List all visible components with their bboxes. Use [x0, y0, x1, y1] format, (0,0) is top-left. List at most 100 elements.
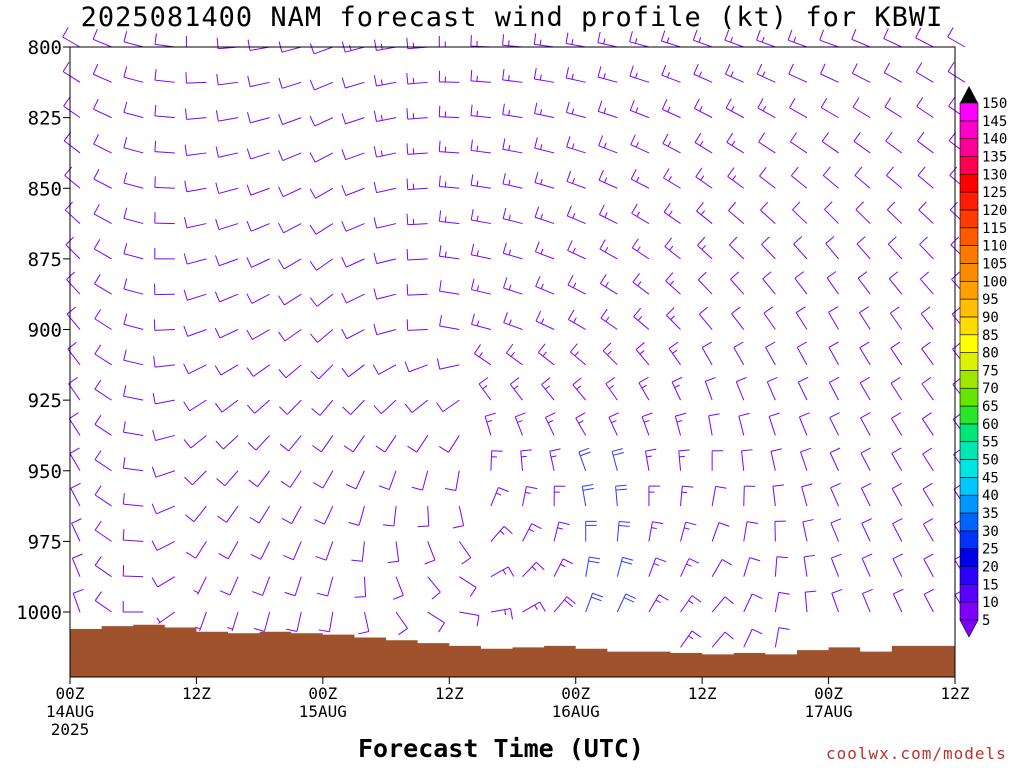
wind-barb	[502, 242, 523, 260]
wind-barb	[341, 292, 365, 304]
wind-barb	[312, 435, 334, 453]
colorbar-label: 50	[982, 453, 999, 469]
wind-barb	[217, 505, 239, 523]
wind-barb	[692, 29, 713, 48]
wind-barb	[696, 202, 713, 224]
wind-barb	[566, 170, 586, 189]
wind-barb	[246, 257, 270, 268]
wind-barb	[852, 97, 871, 119]
wind-barb	[680, 558, 700, 577]
wind-barb	[184, 144, 207, 157]
x-tick-label: 12Z	[435, 684, 464, 703]
wind-barb	[341, 256, 365, 268]
wind-barb	[286, 611, 302, 633]
wind-barb	[534, 102, 555, 119]
colorbar-swatch	[959, 191, 979, 211]
wind-barb	[373, 110, 397, 123]
wind-barb	[66, 271, 81, 295]
wind-barb	[215, 399, 239, 413]
wind-barb	[309, 152, 334, 163]
wind-barb	[697, 271, 713, 295]
wind-barb	[246, 399, 270, 414]
wind-barb	[70, 482, 81, 507]
colorbar-label: 115	[982, 221, 1007, 237]
colorbar-label: 15	[982, 577, 999, 593]
wind-barb	[490, 450, 503, 471]
wind-barb	[537, 343, 555, 366]
wind-barb	[154, 176, 175, 189]
wind-barb	[635, 342, 650, 366]
wind-barb	[921, 377, 934, 401]
wind-barb	[341, 113, 365, 125]
wind-barb	[947, 62, 966, 83]
wind-barb	[92, 63, 112, 83]
wind-barb	[246, 364, 270, 377]
wind-barb	[392, 576, 404, 600]
wind-barb	[404, 399, 428, 414]
wind-barb	[214, 291, 239, 303]
wind-barb	[711, 596, 734, 613]
wind-barb	[93, 239, 112, 260]
wind-barb	[922, 518, 934, 542]
wind-barb	[278, 150, 302, 162]
y-tick-label: 900	[28, 320, 62, 342]
wind-barb	[373, 288, 397, 300]
wind-barb	[884, 97, 903, 119]
wind-barb	[154, 283, 175, 296]
wind-barb	[860, 482, 872, 507]
wind-barb	[438, 70, 460, 83]
colorbar-label: 95	[982, 292, 999, 308]
wind-barb	[922, 482, 934, 507]
wind-barb	[373, 217, 397, 229]
wind-barb	[309, 187, 334, 199]
wind-barb	[246, 184, 270, 196]
wind-barb	[514, 412, 526, 436]
wind-barb	[277, 222, 302, 234]
wind-barb	[503, 312, 523, 330]
wind-barb	[406, 284, 428, 296]
wind-barb	[602, 342, 618, 366]
wind-barb	[921, 341, 934, 366]
wind-barb	[215, 110, 239, 122]
wind-barb	[154, 212, 175, 225]
colorbar-swatch	[959, 459, 979, 478]
wind-barb	[766, 376, 778, 401]
wind-barb	[774, 627, 790, 648]
wind-barb	[341, 328, 365, 340]
wind-barb	[216, 470, 239, 487]
wind-barb	[152, 392, 175, 405]
wind-barb	[94, 309, 112, 330]
wind-barb	[94, 520, 112, 542]
colorbar-swatch	[959, 316, 979, 336]
wind-barb	[704, 377, 716, 401]
wind-barb	[794, 271, 808, 295]
wind-barb	[725, 63, 744, 83]
wind-barb	[921, 412, 934, 436]
wind-barb	[62, 27, 81, 48]
wind-barb	[156, 611, 176, 624]
wind-barb	[473, 344, 492, 366]
wind-barb	[64, 166, 81, 189]
colorbar-swatch	[959, 334, 979, 353]
wind-barb	[859, 306, 871, 330]
wind-barb	[800, 447, 812, 471]
wind-barb	[373, 323, 397, 336]
wind-barb	[345, 470, 365, 490]
wind-barb	[743, 485, 756, 507]
wind-barb	[63, 96, 81, 119]
wind-barb	[227, 611, 239, 632]
wind-barb	[417, 506, 430, 528]
wind-barb	[825, 236, 839, 260]
wind-barb	[671, 376, 683, 401]
wind-barb	[787, 29, 808, 48]
wind-barb	[438, 435, 460, 453]
wind-barb	[575, 412, 587, 436]
wind-barb	[154, 33, 175, 48]
colorbar-swatch	[959, 102, 979, 122]
wind-barb	[789, 132, 808, 154]
wind-barb	[215, 255, 239, 267]
wind-barb	[123, 137, 144, 154]
wind-barb	[598, 204, 618, 225]
wind-barb	[859, 376, 871, 401]
wind-barb	[711, 485, 727, 507]
